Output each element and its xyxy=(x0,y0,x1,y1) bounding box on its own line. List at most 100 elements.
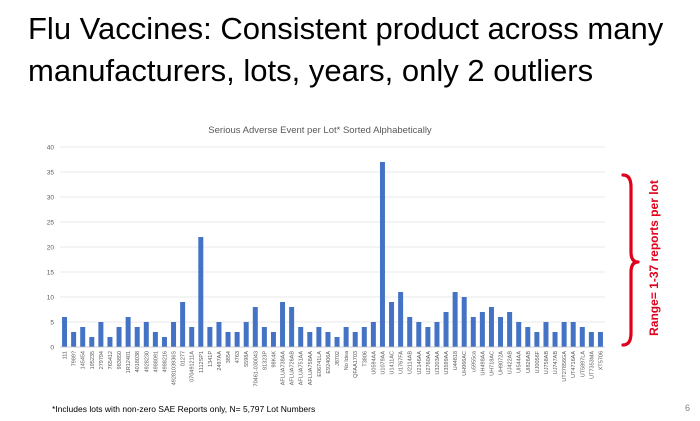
bar xyxy=(171,322,177,347)
bar xyxy=(261,327,267,347)
x-tick-label: UT7353MA xyxy=(589,351,595,379)
x-tick-label: 1R12401 xyxy=(126,351,132,373)
y-tick-label: 25 xyxy=(47,220,55,227)
bar xyxy=(470,317,476,347)
bars xyxy=(62,162,603,347)
x-tick-label: 4018038 xyxy=(135,351,141,372)
bar xyxy=(207,327,213,347)
y-axis-tick-labels: 0 5 10 15 20 25 30 35 40 xyxy=(47,145,55,352)
bar xyxy=(243,322,249,347)
bar xyxy=(143,322,149,347)
x-tick-label: UJ0056F xyxy=(535,350,541,373)
bar xyxy=(252,307,258,347)
y-tick-label: 30 xyxy=(47,195,55,202)
x-tick-label: U1079AA xyxy=(380,351,386,375)
x-tick-label: T3806 xyxy=(362,351,368,367)
x-tick-label: UH498AA xyxy=(480,351,486,376)
bar xyxy=(498,317,504,347)
x-tick-label: UH718AC xyxy=(489,351,495,376)
bar xyxy=(234,332,240,347)
bar xyxy=(107,337,113,347)
bar xyxy=(516,322,522,347)
x-tick-label: UT27856GA xyxy=(562,351,568,382)
bar xyxy=(534,332,540,347)
bar xyxy=(452,292,458,347)
y-tick-label: 40 xyxy=(47,145,55,152)
bar xyxy=(180,302,186,347)
x-tick-label: u5955ca xyxy=(471,350,477,372)
x-tick-label: 01277 xyxy=(181,351,187,366)
bar xyxy=(225,332,231,347)
bar xyxy=(116,327,122,347)
bar xyxy=(352,332,358,347)
bar xyxy=(570,322,576,347)
x-tick-label: 70461-030043 xyxy=(253,351,259,386)
x-tick-label: UT5897LA xyxy=(580,351,586,378)
x-tick-label: U0594AA xyxy=(371,351,377,375)
bar xyxy=(434,322,440,347)
slide-title: Flu Vaccines: Consistent product across … xyxy=(28,11,664,88)
slide-number: 6 xyxy=(685,403,691,413)
x-tick-label: UJ422AB xyxy=(508,351,514,375)
footnote: *Includes lots with non-zero SAE Reports… xyxy=(52,404,316,414)
bar xyxy=(307,332,313,347)
x-tick-label: U2760AA xyxy=(426,351,432,375)
x-tick-label: AFLUA738AA xyxy=(281,351,287,386)
x-tick-label: UT4716AA xyxy=(571,351,577,378)
x-tick-label: UJ758AB xyxy=(544,351,550,375)
bar xyxy=(270,332,276,347)
bar xyxy=(198,237,204,347)
bar xyxy=(461,297,467,347)
y-tick-label: 0 xyxy=(50,345,54,352)
bar xyxy=(334,337,340,347)
x-tick-label: 81323P xyxy=(262,351,268,370)
x-tick-label: AFLUA751AA xyxy=(299,351,305,386)
bar xyxy=(543,322,549,347)
x-tick-label: 195235 xyxy=(90,351,96,369)
x-tick-label: 983850 xyxy=(117,351,123,369)
x-tick-label: 765412 xyxy=(108,351,114,369)
x-axis-tick-labels: 111 7989? 145454 195235 279794 765412 983850 1R… xyxy=(63,350,605,386)
bar xyxy=(152,332,158,347)
x-tick-label: 7989? xyxy=(72,351,78,366)
bar xyxy=(579,327,585,347)
x-tick-label: 4928230 xyxy=(144,351,150,372)
range-annotation-text: Range= 1-37 reports per lot xyxy=(647,180,661,336)
x-tick-label: U2146AA xyxy=(417,351,423,375)
x-tick-label: U3599AA xyxy=(444,351,450,375)
y-tick-label: 20 xyxy=(47,245,55,252)
bar xyxy=(62,317,68,347)
x-tick-label: 4988216 xyxy=(162,351,168,372)
bar xyxy=(507,312,513,347)
x-tick-label: QFAA1703 xyxy=(353,351,359,378)
bar xyxy=(389,302,395,347)
bar xyxy=(407,317,413,347)
bar xyxy=(80,327,86,347)
x-tick-label: U3203AA xyxy=(435,351,441,375)
bar xyxy=(370,322,376,347)
bar xyxy=(161,337,167,347)
x-tick-label: 070491211A xyxy=(190,351,196,382)
y-tick-label: 15 xyxy=(47,270,55,277)
bar xyxy=(525,327,531,347)
y-tick-label: 10 xyxy=(47,295,55,302)
x-tick-label: 145454 xyxy=(81,351,87,369)
bar xyxy=(280,302,286,347)
x-tick-label: 4928103936S xyxy=(172,351,178,386)
bar xyxy=(125,317,131,347)
y-tick-label: 5 xyxy=(50,320,54,327)
x-tick-label: E92406A xyxy=(326,351,332,374)
bar xyxy=(134,327,140,347)
bar xyxy=(289,307,295,347)
bar xyxy=(379,162,385,347)
bar xyxy=(343,327,349,347)
bar xyxy=(416,322,422,347)
bar xyxy=(89,337,95,347)
bar xyxy=(325,332,331,347)
x-tick-label: U44818 xyxy=(453,351,459,370)
x-tick-label: XT5706 xyxy=(598,351,604,370)
x-tick-label: UJ747AB xyxy=(553,351,559,375)
bar xyxy=(561,322,567,347)
bar xyxy=(398,292,404,347)
